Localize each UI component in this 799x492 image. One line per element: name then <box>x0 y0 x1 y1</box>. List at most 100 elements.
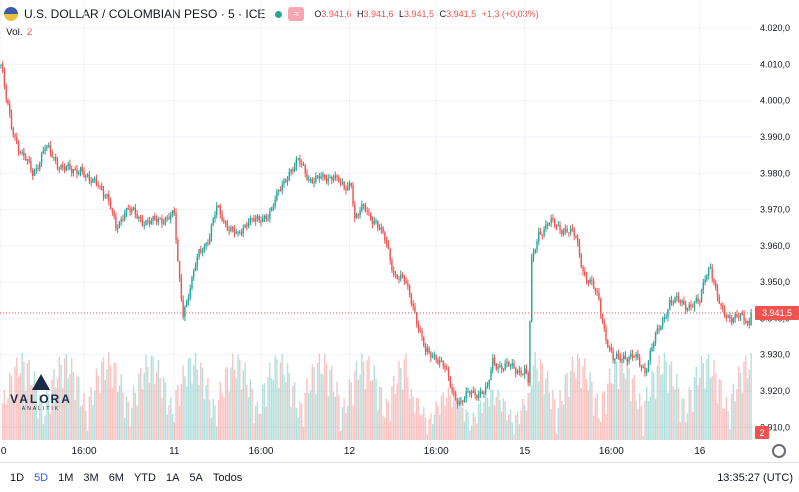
candle <box>97 181 99 189</box>
range-todos[interactable]: Todos <box>212 471 243 484</box>
candle-body <box>431 356 434 358</box>
candle-body <box>145 220 147 225</box>
candle <box>557 221 559 227</box>
range-1a[interactable]: 1A <box>165 471 180 484</box>
candle <box>214 210 216 223</box>
candle-body <box>750 312 752 325</box>
candle <box>720 303 722 310</box>
candle-body <box>598 292 600 300</box>
volume-bar <box>104 379 106 440</box>
volume-bar <box>392 375 395 440</box>
volume-bar <box>118 385 121 440</box>
candle <box>391 257 393 273</box>
range-3m[interactable]: 3M <box>83 471 99 484</box>
volume-bar <box>638 393 641 440</box>
candle <box>476 394 478 401</box>
range-ytd[interactable]: YTD <box>133 471 156 484</box>
candle <box>226 219 229 232</box>
candle <box>304 163 306 178</box>
volume-bar <box>276 359 278 440</box>
candle-body <box>603 322 605 329</box>
range-5a[interactable]: 5A <box>189 471 203 484</box>
volume-bar <box>513 434 515 440</box>
candle-body <box>644 367 646 373</box>
volume-bar <box>189 357 191 440</box>
volume-bar <box>702 363 705 440</box>
range-6m[interactable]: 6M <box>108 471 124 484</box>
candle-body <box>587 280 590 284</box>
volume-bar <box>499 400 501 440</box>
candle-body <box>410 294 413 305</box>
candle-body <box>660 326 662 330</box>
volume-bar <box>355 361 358 440</box>
candle-body <box>49 145 52 153</box>
candle-body <box>745 320 747 323</box>
volume-bar <box>573 371 575 440</box>
candle <box>175 208 177 245</box>
candle <box>410 292 413 307</box>
candle-body <box>10 113 13 129</box>
candle <box>577 233 579 247</box>
volume-legend[interactable]: Vol. 2 <box>6 27 32 38</box>
volume-bar <box>9 372 11 440</box>
price-chart[interactable]: 4.020,0 4.010,0 4.000,0 3.990,0 3.980,0 3.970… <box>0 0 799 462</box>
candle <box>600 297 602 319</box>
volume-bar <box>447 387 450 440</box>
volume-bar <box>168 405 170 440</box>
candle-body <box>481 391 483 394</box>
volume-bar <box>665 361 667 440</box>
volume-bar <box>78 377 80 440</box>
volume-bar <box>106 369 108 440</box>
volume-bar <box>424 417 427 440</box>
volume-bar <box>375 378 377 440</box>
volume-bar <box>458 403 460 440</box>
volume-bar <box>543 394 545 440</box>
candle <box>283 177 285 188</box>
volume-bar <box>536 368 538 440</box>
volume-bar <box>456 408 459 440</box>
volume-bar <box>233 369 236 440</box>
candle-body <box>677 296 680 302</box>
candle-body <box>97 184 99 186</box>
candle <box>453 387 455 397</box>
candle <box>398 275 400 284</box>
volume-bar <box>384 417 386 440</box>
candle <box>72 168 75 177</box>
volume-bar <box>315 394 317 440</box>
last-price-tag-label: 3.941,5 <box>762 308 792 318</box>
candle-body <box>134 207 137 215</box>
candle-body <box>449 376 452 387</box>
chart-settings-icon[interactable] <box>772 444 786 458</box>
candle <box>707 266 710 280</box>
candle <box>254 214 257 226</box>
volume-bar <box>69 373 71 440</box>
utc-clock[interactable]: 13:35:27 (UTC) <box>717 472 793 484</box>
candle-body <box>718 297 720 304</box>
candle <box>566 225 568 233</box>
candle-body <box>732 318 735 323</box>
candle <box>196 253 198 271</box>
volume-bar <box>461 407 464 440</box>
candle <box>28 155 30 164</box>
candle <box>122 214 124 223</box>
candle-body <box>663 317 666 320</box>
candle-body <box>180 277 183 300</box>
volume-bar <box>345 413 347 440</box>
range-1m[interactable]: 1M <box>58 471 74 484</box>
range-1d[interactable]: 1D <box>10 471 25 484</box>
volume-bar <box>561 400 563 440</box>
volume-bar <box>727 411 729 440</box>
candle-body <box>394 274 397 276</box>
candle <box>93 176 96 184</box>
data-mode-badge-icon[interactable]: ≈ <box>288 7 305 21</box>
volume-bar <box>219 381 221 440</box>
candle <box>32 168 34 180</box>
volume-bar <box>734 401 736 440</box>
volume-bar <box>730 393 733 440</box>
volume-bar <box>217 400 220 440</box>
range-5d[interactable]: 5D <box>34 471 49 484</box>
candle-body <box>477 394 480 399</box>
volume-bar <box>265 406 268 440</box>
volume-bar <box>316 362 319 440</box>
volume-bar <box>569 370 572 440</box>
